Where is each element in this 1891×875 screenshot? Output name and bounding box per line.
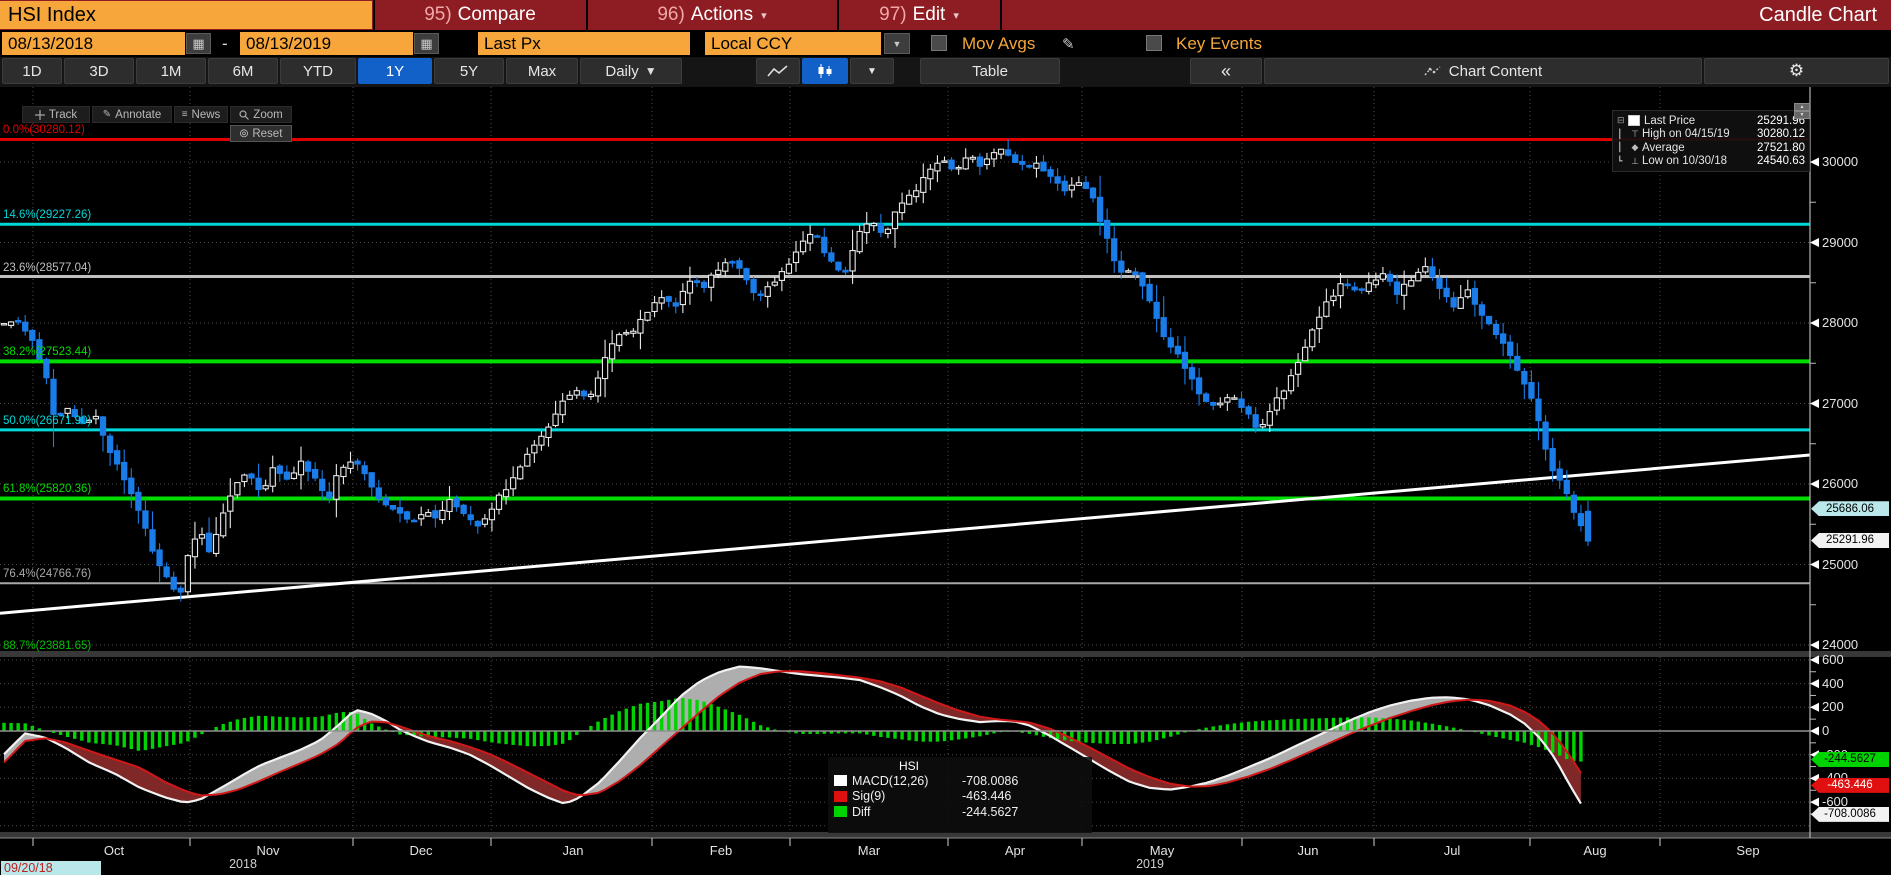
tree-collapse-icon[interactable]: ⊟ bbox=[1617, 115, 1625, 126]
range-ytd-button[interactable]: YTD bbox=[280, 58, 356, 84]
line-chart-type-button[interactable] bbox=[756, 58, 800, 84]
signal-line-row: Sig(9) -463.446 bbox=[834, 789, 1086, 805]
date-range-dash: - bbox=[222, 34, 228, 53]
range-3d-button[interactable]: 3D bbox=[64, 58, 134, 84]
average-marker-icon: ◆ bbox=[1631, 142, 1639, 153]
range-1m-button[interactable]: 1M bbox=[136, 58, 206, 84]
price-stats-legend: ⊟ Last Price 25291.96 ┃ ⊤ High on 04/15/… bbox=[1612, 110, 1810, 172]
legend-row-average: ┃ ◆ Average 27521.80 bbox=[1617, 141, 1805, 154]
range-1d-button[interactable]: 1D bbox=[2, 58, 62, 84]
legend-row-low: ┗ ⊥ Low on 10/30/18 24540.63 bbox=[1617, 155, 1805, 168]
high-marker-icon: ⊤ bbox=[1631, 128, 1639, 139]
diff-swatch bbox=[834, 806, 847, 818]
range-6m-button[interactable]: 6M bbox=[208, 58, 278, 84]
track-button[interactable]: Track bbox=[22, 106, 90, 123]
calendar-icon[interactable]: ▦ bbox=[414, 33, 439, 54]
mov-avgs-label: Mov Avgs bbox=[962, 34, 1036, 53]
collapse-panel-button[interactable]: « bbox=[1190, 58, 1262, 84]
macd-line-row: MACD(12,26) -708.0086 bbox=[834, 773, 1086, 789]
news-button[interactable]: ≡ News bbox=[174, 106, 228, 123]
chart-content-icon bbox=[1424, 65, 1441, 75]
price-field-select[interactable]: Last Px bbox=[478, 32, 690, 55]
edit-button[interactable]: 97) Edit ▾ bbox=[839, 0, 999, 30]
chart-toolbar: 1D 3D 1M 6M YTD 1Y 5Y Max Daily ▼ ▼ Tabl… bbox=[0, 57, 1891, 85]
page-title: Candle Chart bbox=[1759, 3, 1877, 26]
news-list-icon: ≡ bbox=[181, 109, 188, 120]
currency-select[interactable]: Local CCY bbox=[705, 32, 881, 55]
settings-gear-button[interactable]: ⚙ bbox=[1704, 58, 1889, 84]
date-to-field[interactable]: 08/13/2019 bbox=[240, 32, 413, 55]
macd-legend-title: HSI bbox=[898, 759, 919, 773]
date-from-field[interactable]: 08/13/2018 bbox=[2, 32, 185, 55]
compare-button[interactable]: 95) Compare bbox=[375, 0, 585, 30]
calendar-icon[interactable]: ▦ bbox=[186, 33, 211, 54]
magnifier-icon bbox=[239, 109, 250, 120]
macd-swatch bbox=[834, 775, 847, 787]
range-5y-button[interactable]: 5Y bbox=[434, 58, 504, 84]
legend-row-high: ┃ ⊤ High on 04/15/19 30280.12 bbox=[1617, 128, 1805, 141]
actions-number: 96) bbox=[657, 4, 685, 25]
scroll-up-icon[interactable]: ▲ bbox=[1794, 103, 1810, 111]
chevron-down-icon: ▾ bbox=[953, 9, 959, 22]
gear-icon: ⚙ bbox=[1788, 61, 1805, 80]
pencil-icon[interactable]: ✎ bbox=[1062, 36, 1075, 53]
range-1y-button[interactable]: 1Y bbox=[358, 58, 432, 84]
candle-chart-type-button[interactable] bbox=[802, 58, 848, 84]
candle-chart-icon bbox=[818, 64, 832, 78]
low-marker-icon: ⊥ bbox=[1631, 155, 1639, 166]
zoom-button[interactable]: Zoom bbox=[230, 106, 292, 123]
period-select[interactable]: Daily ▼ bbox=[580, 58, 682, 84]
signal-swatch bbox=[834, 790, 847, 802]
edit-number: 97) bbox=[879, 4, 907, 25]
range-max-button[interactable]: Max bbox=[506, 58, 578, 84]
scroll-down-icon[interactable]: ▼ bbox=[1794, 111, 1810, 119]
reset-icon: ◎ bbox=[239, 128, 249, 139]
actions-button[interactable]: 96) Actions ▾ bbox=[588, 0, 836, 30]
currency-dropdown-icon[interactable]: ▼ bbox=[884, 33, 910, 54]
compare-number: 95) bbox=[424, 4, 452, 25]
track-icon bbox=[34, 109, 45, 120]
table-button[interactable]: Table bbox=[920, 58, 1060, 84]
chart-type-dropdown[interactable]: ▼ bbox=[850, 58, 894, 84]
chevron-down-icon: ▼ bbox=[644, 64, 657, 78]
chart-content-button[interactable]: Chart Content bbox=[1264, 58, 1702, 84]
line-chart-icon bbox=[767, 65, 788, 77]
pencil-icon: ✎ bbox=[102, 109, 112, 120]
legend-row-last-price: ⊟ Last Price 25291.96 bbox=[1617, 114, 1805, 127]
macd-legend: HSI MACD(12,26) -708.0086 Sig(9) -463.44… bbox=[828, 757, 1092, 833]
key-events-checkbox[interactable] bbox=[1146, 35, 1162, 51]
last-price-swatch bbox=[1628, 115, 1640, 127]
chevron-down-icon: ▼ bbox=[867, 65, 877, 77]
annotate-button[interactable]: ✎ Annotate bbox=[92, 106, 172, 123]
settings-bar: 08/13/2018 ▦ - 08/13/2019 ▦ Last Px Loca… bbox=[0, 31, 1891, 57]
key-events-label: Key Events bbox=[1176, 34, 1262, 53]
mov-avgs-checkbox[interactable] bbox=[931, 35, 947, 51]
diff-row: Diff -244.5627 bbox=[834, 804, 1086, 820]
title-bar: HSI Index 95) Compare 96) Actions ▾ 97) … bbox=[0, 0, 1891, 30]
left-edge-date-label: 09/20/18 bbox=[1, 861, 101, 875]
legend-scroll-control[interactable]: ▲ ▼ bbox=[1794, 103, 1810, 120]
chevron-down-icon: ▾ bbox=[761, 9, 767, 22]
security-ticker-field[interactable]: HSI Index bbox=[0, 1, 372, 29]
zoom-reset-button[interactable]: ◎ Reset bbox=[230, 125, 292, 142]
